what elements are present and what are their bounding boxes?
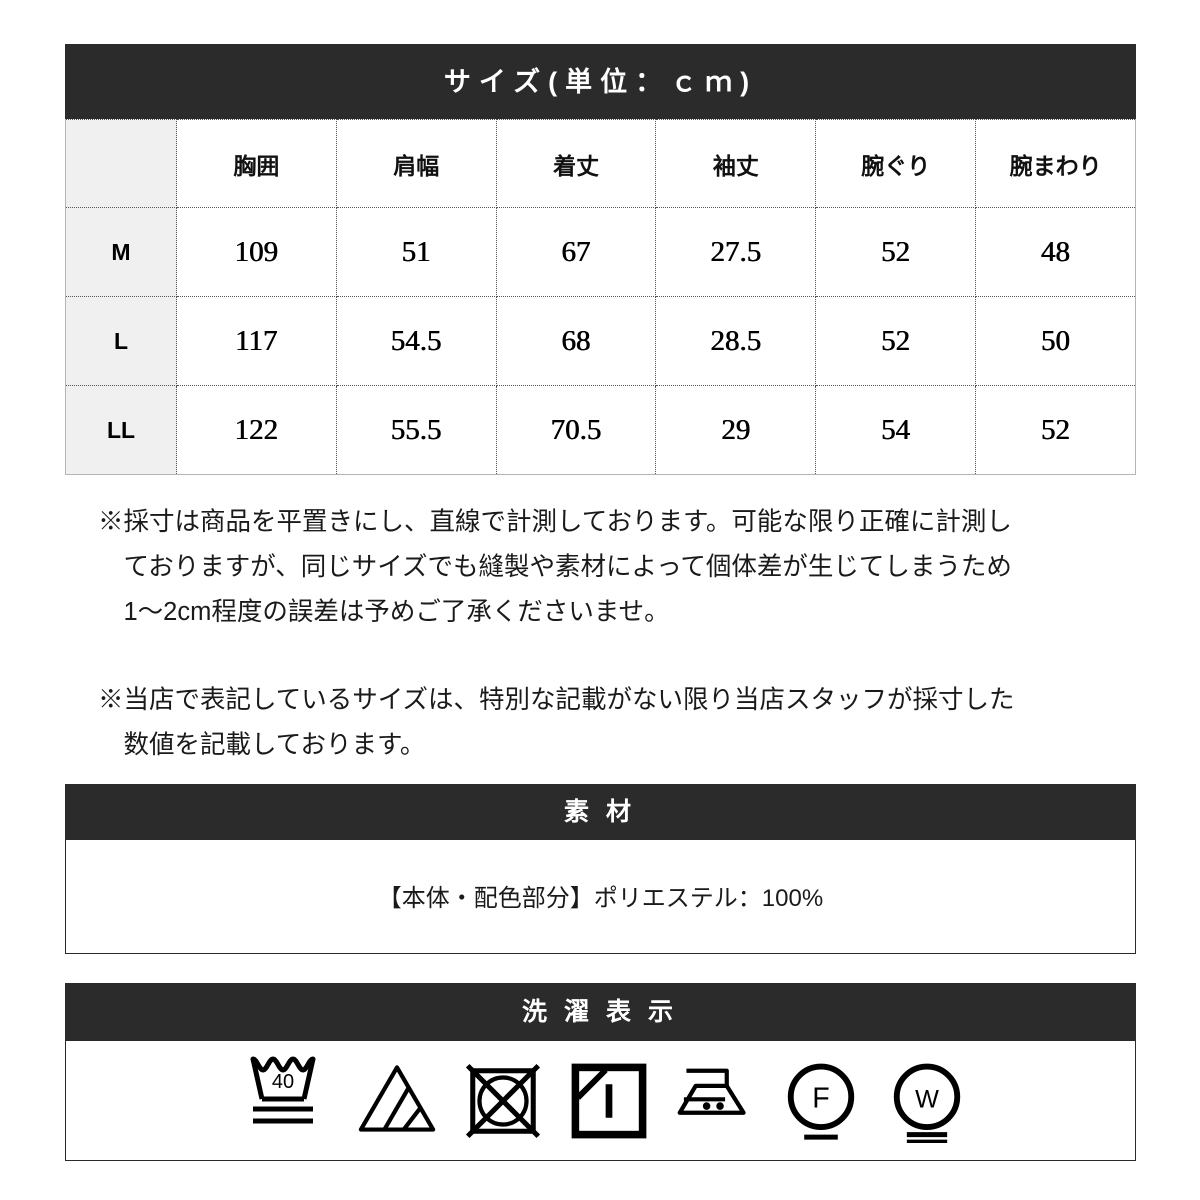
- svg-text:F: F: [812, 1082, 829, 1114]
- svg-text:40: 40: [271, 1071, 293, 1093]
- svg-text:W: W: [915, 1085, 939, 1113]
